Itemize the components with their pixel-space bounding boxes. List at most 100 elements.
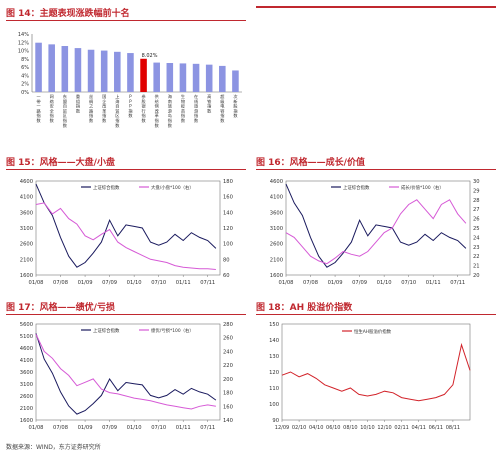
fig17-plot-frame	[35, 323, 221, 421]
fig18-ytick-label: 120	[269, 370, 279, 376]
fig17-left-ytick-label: 3600	[20, 370, 33, 376]
fig16-xtick-label: 01/09	[328, 280, 343, 286]
fig15-xtick-label: 01/09	[78, 280, 93, 286]
fig14-ytick-label: 0%	[21, 90, 29, 96]
fig16-xtick-label: 07/11	[450, 280, 465, 286]
fig17-title: 图 17：风格——绩优/亏损	[6, 303, 115, 313]
fig15-right-ytick-label: 120	[223, 226, 233, 232]
fig18-xtick-label: 06/11	[429, 425, 443, 431]
fig18-ytick-label: 110	[269, 386, 279, 392]
fig16-right-ytick-label: 25	[473, 226, 480, 232]
fig18-plot-frame	[281, 323, 471, 421]
fig17-left-ytick-label: 2100	[20, 406, 33, 412]
fig17-xtick-label: 07/08	[53, 425, 68, 431]
fig15-line-chart: 1600 2100 2600 3100 3600 4100 4600 60 80 100 120 14…	[20, 179, 233, 286]
fig16-xtick-label: 01/08	[279, 280, 294, 286]
fig15-series-line	[35, 183, 217, 268]
fig14-category-label: P P P 指数	[128, 94, 133, 119]
fig15-left-ytick-label: 4100	[20, 195, 33, 201]
fig14-title: 图 14：主题表现涨跌幅前十名	[6, 9, 130, 19]
fig14-category-label: 次新股指数	[233, 93, 238, 119]
source-note: 数据来源：WIND，东方证券研究所	[6, 444, 101, 451]
fig17-left-ytick-label: 5600	[20, 322, 33, 328]
fig16-left-ytick-label: 1600	[270, 273, 283, 279]
fig14-category-label: 一带一路指数	[36, 94, 41, 124]
fig17-legend-label: 绩优/亏损*100（右）	[151, 327, 194, 334]
fig14-title-rule	[6, 20, 246, 21]
fig16-xtick-label: 01/10	[377, 280, 392, 286]
fig18-xtick-label: 02/11	[394, 425, 408, 431]
fig18-xtick-label: 12/10	[377, 425, 391, 431]
fig16-legend-label: 上证综合指数	[343, 184, 370, 191]
fig14-bar	[192, 63, 200, 92]
fig18-xtick-label: 08/10	[343, 425, 357, 431]
fig18-ytick-label: 100	[269, 402, 279, 408]
fig16-left-ytick-label: 4100	[270, 195, 283, 201]
fig15-title-rule	[6, 169, 246, 170]
fig15-xtick-label: 01/10	[127, 280, 142, 286]
fig14-bar	[166, 63, 174, 92]
fig15-right-ytick-label: 80	[223, 257, 230, 263]
fig18-xtick-label: 04/11	[412, 425, 426, 431]
fig18-ytick-label: 130	[269, 354, 279, 360]
fig14-category-label: 上海自贸区指数	[115, 93, 120, 129]
fig17-right-ytick-label: 240	[223, 349, 233, 355]
fig14-category-label: 网络安全指数	[50, 94, 55, 124]
fig18-title: 图 18：AH 股溢价指数	[256, 303, 353, 313]
fig17-right-ytick-label: 180	[223, 391, 233, 397]
fig15-left-ytick-label: 1600	[20, 273, 33, 279]
fig15-left-ytick-label: 4600	[20, 179, 33, 185]
fig16-right-ytick-label: 23	[473, 245, 480, 251]
fig14-data-label: 8.02%	[142, 53, 158, 59]
fig16-left-ytick-label: 3600	[270, 210, 283, 216]
fig15-xtick-label: 01/11	[176, 280, 191, 286]
fig16-right-ytick-label: 20	[473, 273, 480, 279]
fig15-legend-label: 大盘/小盘*100（右）	[151, 184, 194, 191]
fig16-xtick-label: 07/08	[303, 280, 318, 286]
fig16-title-rule	[256, 169, 496, 170]
fig16-right-ytick-label: 22	[473, 254, 480, 260]
fig14-bar	[35, 42, 42, 92]
fig16-right-ytick-label: 26	[473, 217, 480, 223]
fig16-legend-label: 成长/价值*100（右）	[401, 184, 444, 191]
fig15-xtick-label: 07/08	[53, 280, 68, 286]
fig18-xtick-label: 06/10	[326, 425, 340, 431]
fig15-xtick-label: 01/08	[29, 280, 44, 286]
fig16-right-ytick-label: 21	[473, 264, 480, 270]
fig16-line-chart: 1600 2100 2600 3100 3600 4100 4600 20 21 22 23 24 25…	[270, 179, 481, 286]
fig17-xtick-label: 01/08	[29, 425, 44, 431]
fig15-left-ytick-label: 2100	[20, 257, 33, 263]
fig15-xtick-label: 07/11	[200, 280, 215, 286]
fig17-series-line	[35, 334, 216, 410]
fig14-category-label: 重组指数	[76, 93, 81, 114]
fig16-xtick-label: 01/11	[426, 280, 441, 286]
fig17-panel: 图 17：风格——绩优/亏损 1600 2100 2600 3100 3600 4100 4…	[6, 300, 246, 438]
fig15-xtick-label: 07/10	[151, 280, 166, 286]
fig14-ytick-label: 12%	[18, 40, 29, 46]
fig14-ytick-label: 4%	[21, 73, 29, 79]
fig17-title-rule	[6, 314, 246, 315]
fig18-title-rule	[256, 314, 496, 315]
fig14-category-label: 在线旅游指数	[194, 93, 199, 124]
fig14-bar	[48, 44, 55, 92]
fig14-ytick-label: 6%	[21, 65, 29, 71]
fig17-right-ytick-label: 280	[223, 322, 233, 328]
fig14-category-label: 生物疫苗指数	[181, 93, 186, 124]
fig15-series-line	[35, 202, 216, 270]
fig14-bar	[87, 49, 95, 92]
fig17-xtick-label: 07/09	[102, 425, 117, 431]
fig17-left-ytick-label: 3100	[20, 382, 33, 388]
fig18-xtick-label: 08/11	[446, 425, 460, 431]
fig18-panel: 图 18：AH 股溢价指数 90 100 110 120 130 140 150 12/09 0…	[256, 300, 496, 438]
fig15-legend-label: 上证综合指数	[93, 184, 120, 191]
fig15-left-ytick-label: 3600	[20, 210, 33, 216]
fig18-xtick-label: 10/10	[360, 425, 374, 431]
fig15-right-ytick-label: 100	[223, 242, 233, 248]
fig17-xtick-label: 01/10	[127, 425, 142, 431]
fig18-ytick-label: 150	[269, 322, 279, 328]
fig17-left-ytick-label: 4100	[20, 358, 33, 364]
fig16-title: 图 16：风格——成长/价值	[256, 158, 365, 168]
fig14-category-label: 国企改革指数	[102, 94, 107, 124]
fig15-right-ytick-label: 180	[223, 179, 233, 185]
fig16-xtick-label: 07/09	[352, 280, 367, 286]
